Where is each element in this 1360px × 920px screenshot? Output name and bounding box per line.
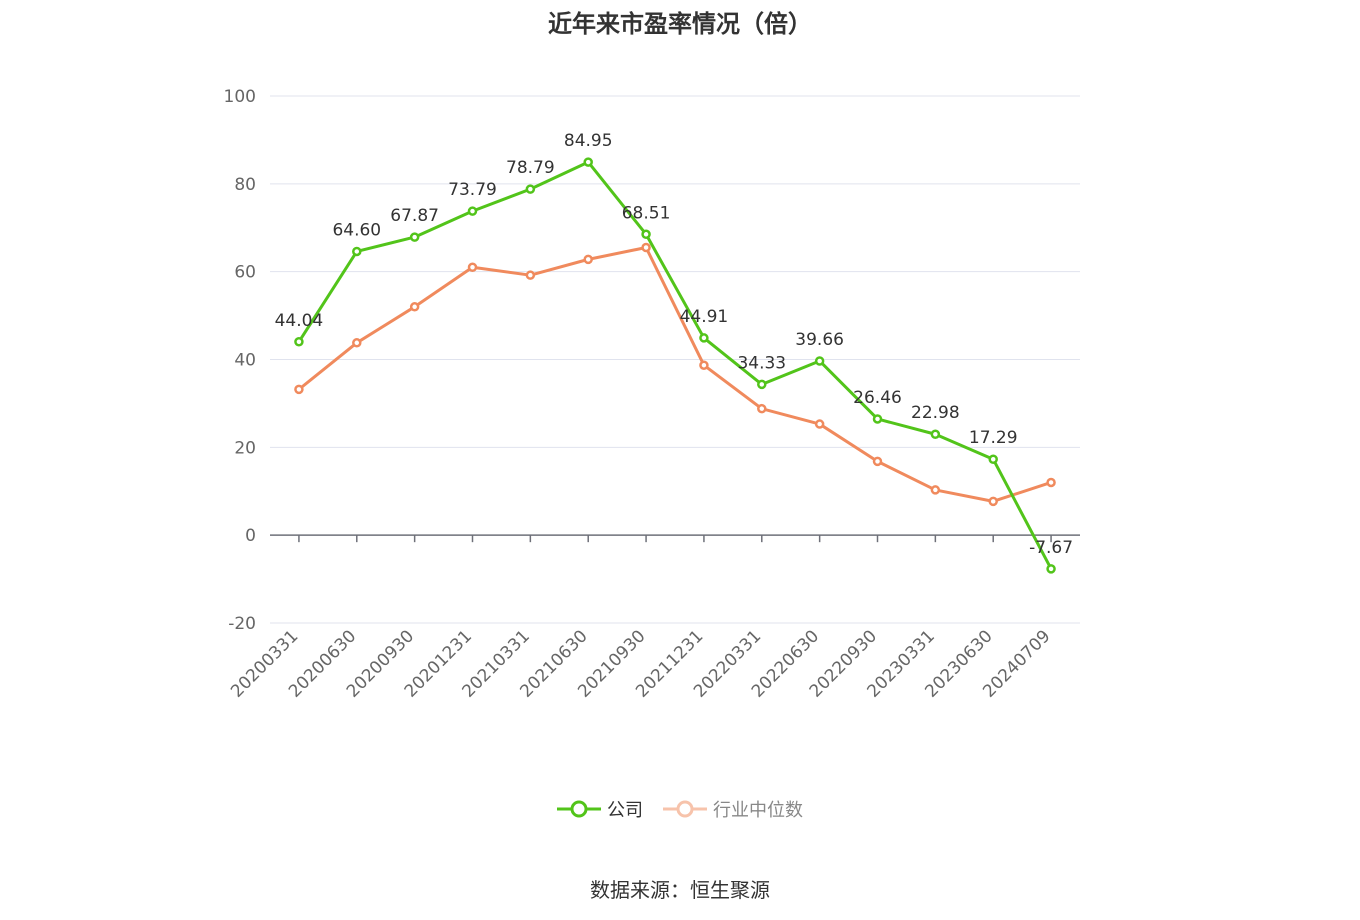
data-label: 26.46 xyxy=(853,388,902,408)
series-line-0 xyxy=(297,160,1053,570)
data-point[interactable] xyxy=(699,360,709,370)
series-line-1 xyxy=(297,246,1052,503)
chart-title: 近年来市盈率情况（倍） xyxy=(548,10,812,38)
legend: 公司 行业中位数 xyxy=(0,796,1360,822)
data-label: 84.95 xyxy=(564,131,613,151)
legend-label-industry: 行业中位数 xyxy=(713,800,803,821)
legend-item-company[interactable]: 公司 xyxy=(557,796,643,822)
y-tick-label: 0 xyxy=(245,526,256,546)
data-point[interactable] xyxy=(988,496,998,507)
data-point[interactable] xyxy=(583,157,593,167)
data-point[interactable] xyxy=(814,419,825,429)
data-point[interactable] xyxy=(872,456,883,467)
data-point[interactable] xyxy=(872,414,883,424)
legend-marker-industry xyxy=(663,800,707,818)
data-label: 67.87 xyxy=(390,206,439,226)
data-point[interactable] xyxy=(467,262,478,273)
data-point[interactable] xyxy=(930,429,941,439)
data-point[interactable] xyxy=(641,242,651,253)
data-point[interactable] xyxy=(641,229,651,240)
data-point[interactable] xyxy=(988,454,998,464)
grid-lines xyxy=(270,95,1080,624)
data-point[interactable] xyxy=(1046,477,1056,488)
legend-label-company: 公司 xyxy=(607,800,643,821)
data-label: 44.91 xyxy=(680,307,729,327)
data-label: 64.60 xyxy=(332,220,381,240)
data-labels: 44.04 64.60 67.87 73.79 78.79 84.95 68.51 44.91… xyxy=(275,131,1073,558)
data-point[interactable] xyxy=(814,356,825,366)
y-tick-label: 40 xyxy=(234,351,256,371)
data-point[interactable] xyxy=(467,206,478,216)
y-tick-label: 80 xyxy=(234,175,256,195)
y-tick-label: 60 xyxy=(234,263,256,283)
data-label: 34.33 xyxy=(737,353,786,373)
data-point[interactable] xyxy=(294,384,304,395)
data-point[interactable] xyxy=(930,485,941,495)
data-point[interactable] xyxy=(757,379,767,390)
data-point[interactable] xyxy=(1046,564,1056,574)
data-label: 78.79 xyxy=(506,158,555,178)
series-lines xyxy=(294,157,1056,574)
data-point[interactable] xyxy=(352,338,362,348)
line-chart: 100 80 60 40 20 0 -20 202003312020063020200930… xyxy=(224,87,1080,702)
data-point[interactable] xyxy=(352,246,362,257)
x-axis: 2020033120200630202009302020123120210331… xyxy=(227,534,1080,702)
source-note: 数据来源：恒生聚源 xyxy=(590,878,770,902)
legend-marker-company xyxy=(557,800,601,818)
data-label: 68.51 xyxy=(622,203,671,223)
y-tick-label: 20 xyxy=(234,438,256,458)
data-point[interactable] xyxy=(294,337,304,347)
data-label: 44.04 xyxy=(275,311,324,331)
data-point[interactable] xyxy=(525,270,536,280)
data-label: 39.66 xyxy=(795,330,844,350)
legend-item-industry[interactable]: 行业中位数 xyxy=(663,796,803,822)
y-tick-label: -20 xyxy=(228,614,256,634)
y-tick-label: 100 xyxy=(224,87,256,107)
data-label: 22.98 xyxy=(911,403,960,423)
data-label: -7.67 xyxy=(1029,538,1073,558)
data-point[interactable] xyxy=(525,184,536,194)
data-point[interactable] xyxy=(757,403,767,414)
data-point[interactable] xyxy=(699,333,709,343)
data-point[interactable] xyxy=(409,232,420,242)
data-label: 17.29 xyxy=(969,428,1018,448)
data-point[interactable] xyxy=(583,254,593,265)
data-label: 73.79 xyxy=(448,180,497,200)
data-point[interactable] xyxy=(409,302,420,312)
y-axis-ticks: 100 80 60 40 20 0 -20 xyxy=(224,87,256,634)
